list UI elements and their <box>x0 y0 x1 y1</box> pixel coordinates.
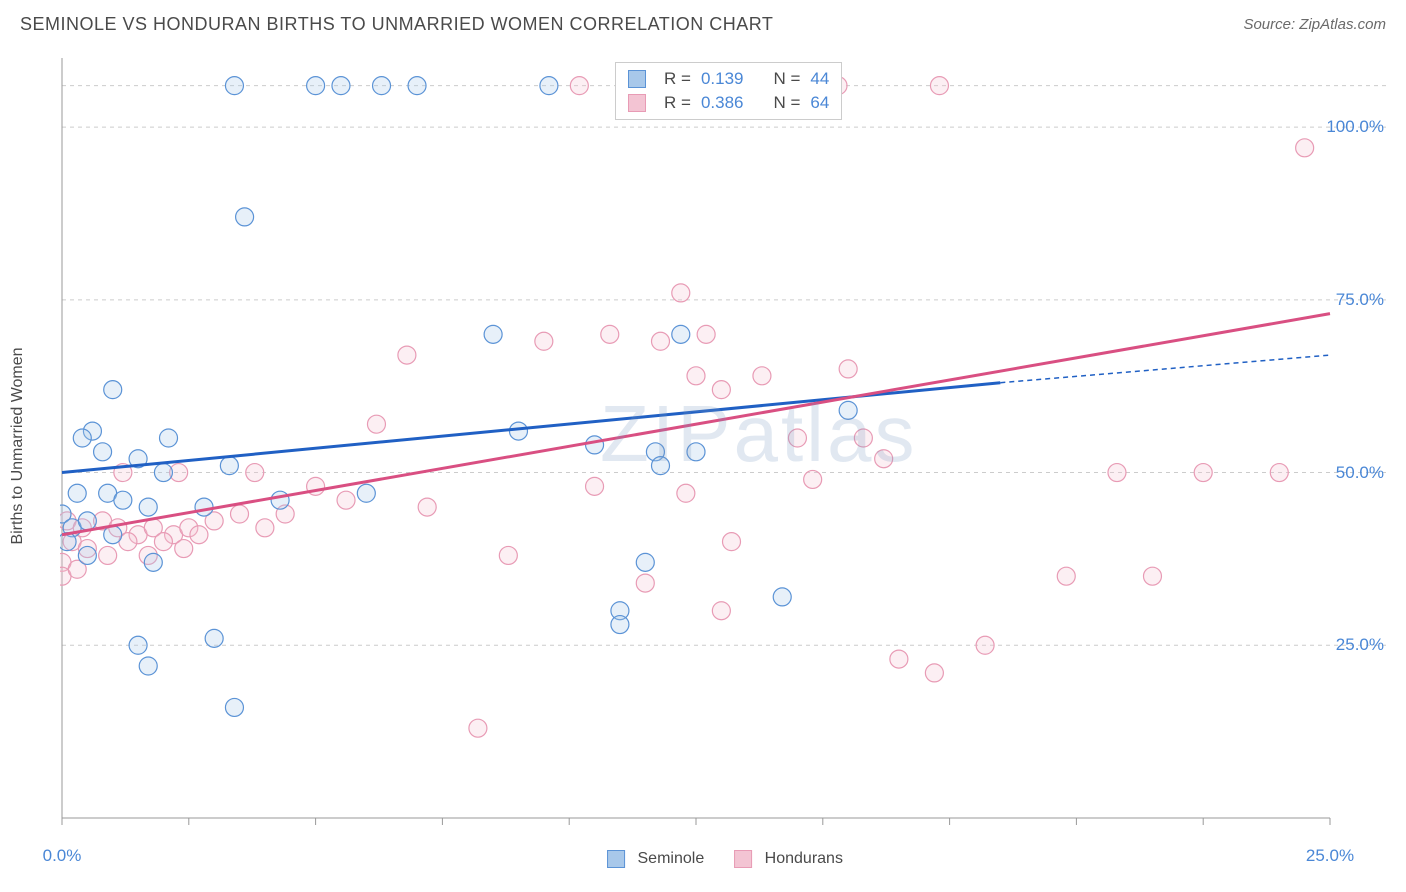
y-tick-label: 50.0% <box>1336 463 1384 483</box>
chart-title: SEMINOLE VS HONDURAN BIRTHS TO UNMARRIED… <box>20 14 773 35</box>
legend-item-seminole: Seminole <box>607 850 704 868</box>
legend-item-hondurans: Hondurans <box>734 850 843 868</box>
swatch-seminole <box>628 70 646 88</box>
x-tick-label: 25.0% <box>1306 846 1354 866</box>
source-attribution: Source: ZipAtlas.com <box>1243 16 1386 33</box>
stat-row-seminole: R = 0.139 N = 44 <box>628 67 829 91</box>
x-tick-label: 0.0% <box>43 846 82 866</box>
stat-row-hondurans: R = 0.386 N = 64 <box>628 91 829 115</box>
swatch-seminole <box>607 850 625 868</box>
swatch-hondurans <box>734 850 752 868</box>
y-tick-label: 25.0% <box>1336 635 1384 655</box>
swatch-hondurans <box>628 94 646 112</box>
stat-legend: R = 0.139 N = 44 R = 0.386 N = 64 <box>615 62 842 120</box>
y-tick-label: 75.0% <box>1336 290 1384 310</box>
y-axis-label: Births to Unmarried Women <box>9 347 27 544</box>
scatter-chart <box>60 48 1390 838</box>
header: SEMINOLE VS HONDURAN BIRTHS TO UNMARRIED… <box>0 0 1406 48</box>
y-tick-label: 100.0% <box>1326 117 1384 137</box>
bottom-legend: Seminole Hondurans <box>607 850 843 868</box>
plot-area: ZIPatlas R = 0.139 N = 44 R = 0.386 N = … <box>60 48 1390 838</box>
